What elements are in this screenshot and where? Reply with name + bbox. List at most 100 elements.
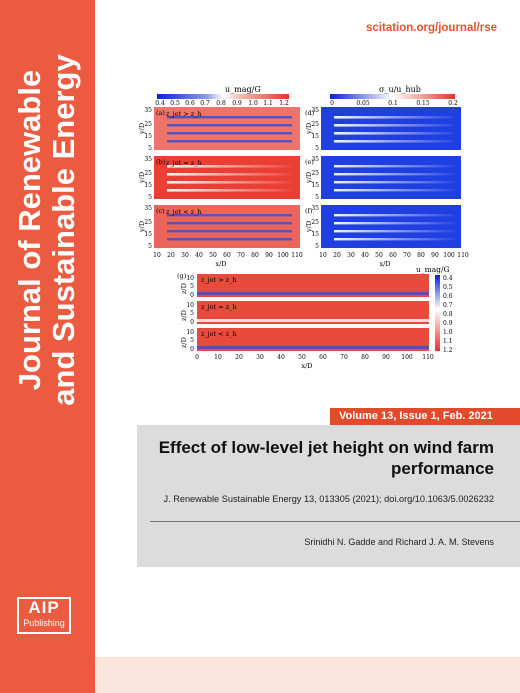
x-tick: 10 (319, 252, 327, 259)
colorbar-umag-ticks: 0.4 0.5 0.6 0.7 0.8 0.9 1.0 1.1 1.2 (155, 100, 289, 107)
x-tick: 0 (195, 354, 199, 361)
panel-d-wakes (334, 116, 454, 143)
article-authors: Srinidhi N. Gadde and Richard J. A. M. S… (304, 537, 494, 547)
y-tick: 35 (311, 205, 319, 212)
x-tick: 80 (361, 354, 369, 361)
panel-label-g: (g) (177, 272, 187, 280)
umag-tick: 0.4 (155, 100, 165, 107)
vert-tick: 0.4 (443, 275, 453, 282)
y-tick: 25 (144, 121, 152, 128)
zlabel-3: z/D (180, 337, 188, 348)
z-tick: 10 (186, 329, 194, 336)
x-tick: 40 (277, 354, 285, 361)
umag-tick: 1.2 (279, 100, 289, 107)
y-tick: 15 (311, 133, 319, 140)
bottom-strip (95, 657, 520, 693)
colorbar-sigma-title: σ_u/u_hub (379, 85, 421, 94)
right-y-labels: y/D y/D y/D (305, 123, 313, 233)
panel-d-field (321, 107, 461, 150)
panel-b-wakes (167, 165, 292, 192)
colorbar-umag-title: u_mag/G (225, 85, 261, 94)
colorbar-sigma (330, 94, 455, 99)
panel-b-field (154, 156, 300, 199)
x-tick: 80 (417, 252, 425, 259)
y-tick: 15 (144, 231, 152, 238)
umag-tick: 0.9 (232, 100, 242, 107)
panel-a-wakes (167, 116, 292, 143)
x-tick: 100 (401, 354, 413, 361)
sigma-tick: 0 (330, 100, 334, 107)
z-tick: 0 (190, 346, 194, 353)
x-tick: 40 (361, 252, 369, 259)
ylabel-a: y/D (138, 123, 146, 135)
umag-tick: 1.0 (248, 100, 258, 107)
vert-tick: 1.0 (443, 329, 453, 336)
x-tick: 110 (457, 252, 469, 259)
left-y-labels: y/D y/D y/D (138, 123, 146, 233)
colorbar-vertical (435, 275, 440, 351)
logo-text-aip: AIP (28, 598, 60, 617)
x-tick: 70 (340, 354, 348, 361)
vert-tick: 0.9 (443, 320, 453, 327)
xlabel-right: x/D (379, 260, 390, 268)
x-tick: 100 (443, 252, 455, 259)
zlabel-1: z/D (180, 283, 188, 294)
y-tick: 5 (315, 243, 319, 250)
bottom-z-labels: z/D z/D z/D (180, 283, 188, 348)
divider (150, 521, 520, 522)
x-tick: 60 (389, 252, 397, 259)
x-tick: 30 (256, 354, 264, 361)
vert-tick: 0.7 (443, 302, 453, 309)
z-tick: 5 (190, 283, 194, 290)
x-tick: 30 (347, 252, 355, 259)
y-tick: 25 (144, 219, 152, 226)
x-tick: 110 (291, 252, 303, 259)
vert-tick: 0.6 (443, 293, 453, 300)
y-tick: 5 (315, 145, 319, 152)
vert-tick: 0.8 (443, 311, 453, 318)
journal-title: Journal of Renewable and Sustainable Ene… (12, 54, 81, 406)
aip-publishing-logo: AIP Publishing (17, 597, 71, 634)
panel-e-wakes (334, 165, 454, 192)
panel-f: (f) (305, 205, 461, 248)
panel-g1-condition: z_jet > z_h (201, 276, 237, 284)
sigma-tick: 0.1 (388, 100, 398, 107)
x-tick: 70 (237, 252, 245, 259)
x-tick: 20 (235, 354, 243, 361)
z-tick: 0 (190, 319, 194, 326)
panel-d: (d) (305, 107, 461, 150)
y-tick: 5 (148, 145, 152, 152)
vert-tick: 0.5 (443, 284, 453, 291)
journal-title-line-1: Journal of Renewable (12, 69, 47, 391)
journal-title-line-2: and Sustainable Energy (46, 54, 81, 406)
journal-url: scitation.org/journal/rse (366, 22, 497, 34)
panel-g3-field (197, 328, 429, 351)
ylabel-d: y/D (305, 123, 313, 135)
y-tick: 15 (144, 133, 152, 140)
x-tick: 30 (181, 252, 189, 259)
umag-tick: 0.7 (200, 100, 210, 107)
panel-f-wakes (334, 214, 454, 241)
y-tick: 15 (311, 182, 319, 189)
panel-c-wakes (167, 214, 292, 241)
logo-text-publishing: Publishing (23, 618, 65, 628)
xlabel-bottom: x/D (301, 362, 312, 370)
x-tick: 80 (251, 252, 259, 259)
y-tick: 35 (144, 156, 152, 163)
x-ticks-right: 10 20 30 40 50 60 70 80 90 100 110 (319, 252, 469, 259)
z-tick: 5 (190, 310, 194, 317)
colorbar-vert-ticks: 0.4 0.5 0.6 0.7 0.8 0.9 1.0 1.1 1.2 (443, 275, 453, 354)
umag-tick: 0.6 (185, 100, 195, 107)
sigma-tick: 0.05 (356, 100, 370, 107)
panel-a-condition: z_jet > z_h (166, 110, 202, 118)
y-tick: 35 (311, 107, 319, 114)
left-y-ticks: 35 25 15 5 35 25 15 5 35 25 15 5 (144, 107, 152, 250)
x-tick: 90 (265, 252, 273, 259)
panel-a-field (154, 107, 300, 150)
panel-g2-field (197, 301, 429, 324)
y-tick: 35 (144, 107, 152, 114)
panel-c-field (154, 205, 300, 248)
y-tick: 25 (311, 219, 319, 226)
ylabel-f: y/D (305, 221, 313, 233)
panel-label-f: (f) (305, 207, 313, 215)
